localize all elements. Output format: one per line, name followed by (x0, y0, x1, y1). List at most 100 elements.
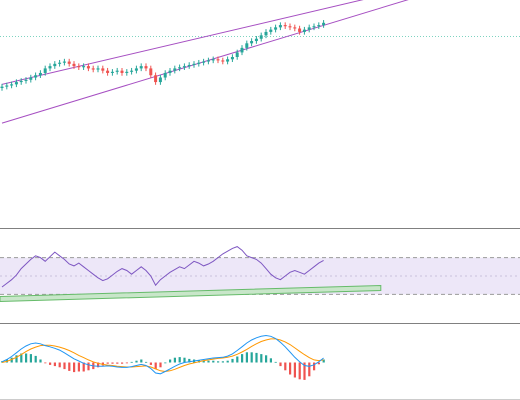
macd-histogram-bar (39, 359, 42, 363)
candle-body (24, 79, 28, 81)
rsi-line (1, 246, 324, 288)
candle-body (62, 61, 66, 63)
candle-body (91, 68, 95, 70)
candle-body (302, 29, 306, 32)
macd-histogram-bar (284, 362, 287, 371)
candle-body (72, 63, 76, 67)
macd-histogram-bar (231, 358, 234, 363)
macd-histogram-bar (255, 352, 258, 363)
macd-signal-line (1, 338, 324, 373)
macd-histogram-bar (169, 359, 172, 363)
candle-body (29, 77, 33, 80)
candle-body (86, 66, 90, 69)
candle-body (134, 68, 138, 71)
candle-body (211, 59, 215, 61)
macd-histogram-bar (106, 362, 109, 364)
macd-histogram-bar (188, 358, 191, 363)
macd-histogram-bar (274, 361, 277, 363)
macd-histogram-bar (250, 352, 253, 363)
macd-histogram-bar (265, 355, 268, 363)
candle-body (34, 75, 38, 78)
macd-histogram-bar (178, 357, 181, 363)
macd-histogram-bar (293, 362, 296, 378)
macd-histogram-bar (49, 362, 52, 365)
candle-body (178, 67, 182, 69)
macd-histogram-bar (164, 362, 167, 364)
macd-histogram-bar (226, 360, 229, 363)
candle-body (173, 68, 177, 71)
macd-histogram-bar (173, 357, 176, 363)
macd-histogram-bar (145, 361, 148, 363)
macd-histogram-bar (140, 359, 143, 363)
candle-body (182, 66, 186, 68)
macd-line (1, 334, 324, 375)
macd-histogram-bar (34, 355, 37, 363)
candle-body (48, 66, 52, 69)
macd-histogram-bar (29, 354, 32, 363)
candle-body (269, 29, 273, 32)
macd-histogram-bar (10, 357, 13, 363)
macd-histogram-bar (58, 362, 61, 368)
candle-body (216, 59, 220, 61)
candle-body (58, 62, 62, 64)
macd-histogram-bar (241, 354, 244, 363)
macd-histogram-bar (159, 362, 162, 368)
candle-body (288, 26, 292, 28)
macd-histogram-bar (149, 362, 152, 365)
candle-body (38, 72, 42, 76)
candle-body (14, 82, 18, 85)
candle-body (130, 70, 134, 72)
macd-histogram-bar (130, 361, 133, 363)
candle-body (53, 63, 57, 67)
rsi-trendline[interactable] (0, 284, 382, 303)
candle-body (144, 66, 148, 69)
candle-body (278, 25, 282, 28)
candle-body (96, 68, 100, 70)
macd-histogram-bar (116, 362, 119, 364)
candle-body (240, 47, 244, 53)
macd-histogram-bar (135, 360, 138, 363)
candle-body (5, 85, 9, 87)
candle-body (67, 61, 71, 64)
macd-histogram-bar (121, 362, 124, 364)
candle-body (312, 26, 316, 28)
candle-body (293, 27, 297, 29)
macd-histogram-bar (154, 362, 157, 370)
candle-body (154, 75, 158, 83)
candle-body (110, 71, 114, 73)
candle-body (187, 64, 191, 67)
candle-body (264, 31, 268, 36)
macd-histogram-bar (44, 362, 47, 364)
macd-histogram-bar (25, 353, 28, 363)
candle-body (235, 52, 239, 57)
candle-body (77, 66, 81, 68)
macd-histogram-bar (97, 362, 100, 368)
macd-histogram-bar (87, 362, 90, 371)
candle-body (19, 80, 23, 83)
candle-body (43, 68, 47, 73)
macd-histogram-bar (289, 362, 292, 375)
candle-body (298, 28, 302, 32)
candle-body (115, 70, 119, 72)
candle-body (82, 66, 86, 68)
candle-body (125, 71, 129, 73)
candle-body (158, 77, 162, 83)
candle-body (163, 72, 167, 78)
candle-body (245, 43, 249, 48)
macd-histogram-bar (73, 362, 76, 373)
candle-body (192, 63, 196, 65)
candle-body (202, 61, 206, 63)
macd-histogram-bar (303, 362, 306, 380)
candle-body (317, 25, 321, 27)
macd-histogram-bar (63, 362, 66, 370)
candle-body (226, 59, 230, 62)
macd-histogram-bar (77, 362, 80, 372)
candle-body (149, 68, 153, 76)
macd-histogram-bar (217, 361, 220, 363)
candle-body (259, 35, 263, 39)
channel-upper-line[interactable] (1, 0, 410, 85)
candle-body (254, 38, 258, 42)
macd-histogram-bar (317, 362, 320, 365)
rsi-pane (0, 246, 520, 303)
